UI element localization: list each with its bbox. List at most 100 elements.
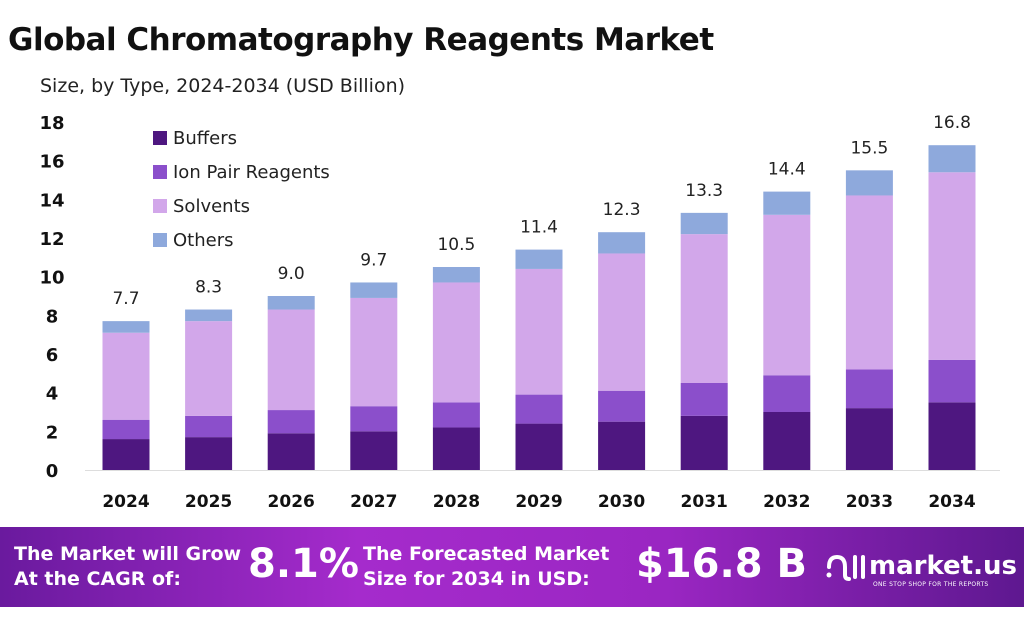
bar-segment-buffers <box>350 431 398 470</box>
bar-segment-solvents <box>350 297 398 407</box>
bar-segment-ion-pair-reagents <box>350 406 398 432</box>
x-tick-label: 2027 <box>350 492 397 512</box>
x-tick-label: 2033 <box>846 492 893 512</box>
bar-segment-ion-pair-reagents <box>267 410 315 434</box>
bar-segment-buffers <box>267 433 315 470</box>
bar-segment-others <box>267 296 315 310</box>
bar-segment-buffers <box>680 415 728 470</box>
bar-segment-ion-pair-reagents <box>185 415 233 438</box>
bar-segment-others <box>432 267 480 283</box>
bar-segment-solvents <box>267 309 315 411</box>
forecast-label-line2: Size for 2034 in USD: <box>363 568 590 590</box>
bar-segment-solvents <box>185 321 233 416</box>
bar-segment-buffers <box>515 423 563 470</box>
y-tick-label: 18 <box>39 113 64 134</box>
legend-swatch <box>153 233 167 247</box>
legend-swatch <box>153 199 167 213</box>
bar-total-label: 13.3 <box>685 181 723 201</box>
y-tick-label: 8 <box>46 306 59 327</box>
bar-segment-buffers <box>102 439 150 470</box>
bar-segment-buffers <box>763 412 811 470</box>
bar-segment-ion-pair-reagents <box>680 383 728 416</box>
bar-segment-solvents <box>845 195 893 370</box>
bar-segment-solvents <box>763 214 811 376</box>
x-tick-label: 2029 <box>515 492 562 512</box>
y-tick-label: 0 <box>46 461 59 482</box>
y-tick-label: 10 <box>39 268 64 289</box>
bar-total-label: 12.3 <box>603 200 641 220</box>
forecast-value: $16.8 B <box>636 541 807 587</box>
bar-segment-ion-pair-reagents <box>432 402 480 428</box>
legend-label: Solvents <box>173 196 250 217</box>
bar-segment-others <box>515 249 563 269</box>
bar-total-label: 15.5 <box>850 138 888 158</box>
bar-total-label: 7.7 <box>112 289 139 309</box>
bar-segment-buffers <box>185 437 233 470</box>
bar-segment-ion-pair-reagents <box>598 390 646 422</box>
bar-segment-ion-pair-reagents <box>763 375 811 412</box>
bar-total-label: 14.4 <box>768 160 806 180</box>
bar-segment-ion-pair-reagents <box>928 359 976 403</box>
bar-total-label: 16.8 <box>933 113 971 133</box>
x-tick-label: 2025 <box>185 492 232 512</box>
y-tick-label: 14 <box>39 190 64 211</box>
bar-segment-others <box>928 145 976 173</box>
logo-mark-icon <box>826 554 865 581</box>
bar-segment-others <box>598 232 646 254</box>
bar-segment-solvents <box>598 253 646 391</box>
bar-segment-others <box>845 170 893 196</box>
y-tick-label: 6 <box>46 345 59 366</box>
legend-label: Ion Pair Reagents <box>173 162 330 183</box>
y-tick-label: 2 <box>46 422 59 443</box>
x-tick-label: 2034 <box>928 492 975 512</box>
cagr-label-line2: At the CAGR of: <box>14 568 181 590</box>
legend-label: Buffers <box>173 128 237 149</box>
x-tick-label: 2026 <box>268 492 315 512</box>
x-tick-label: 2028 <box>433 492 480 512</box>
y-tick-label: 4 <box>46 384 59 405</box>
stacked-bar-chart: 0 2 4 6 8 10 12 14 16 18 7.7 2024 8.3 2025 9.0 2026 9.7 2… <box>39 113 1000 512</box>
chart-title: Global Chromatography Reagents Market <box>8 22 714 58</box>
cagr-label: The Market will Grow At the CAGR of: <box>14 542 241 592</box>
cagr-value: 8.1% <box>248 541 359 587</box>
bar-total-label: 9.0 <box>278 264 305 284</box>
bar-segment-buffers <box>598 421 646 470</box>
chart-subtitle: Size, by Type, 2024-2034 (USD Billion) <box>40 75 406 97</box>
bar-segment-others <box>680 212 728 235</box>
bar-segment-buffers <box>432 427 480 470</box>
bar-segment-ion-pair-reagents <box>102 419 150 440</box>
bar-segment-solvents <box>102 332 150 420</box>
legend-swatch <box>153 165 167 179</box>
bar-segment-others <box>763 191 811 215</box>
bar-segment-others <box>102 321 150 333</box>
bar-segment-solvents <box>432 282 480 403</box>
bar-segment-buffers <box>845 408 893 470</box>
legend-label: Others <box>173 230 234 251</box>
bar-total-label: 8.3 <box>195 278 222 298</box>
market-us-logo: market.us ONE STOP SHOP FOR THE REPORTS <box>825 549 1017 588</box>
x-tick-label: 2032 <box>763 492 810 512</box>
cagr-label-line1: The Market will Grow <box>14 543 242 565</box>
bar-segment-ion-pair-reagents <box>845 369 893 409</box>
x-tick-label: 2024 <box>102 492 149 512</box>
bar-segment-others <box>185 309 233 322</box>
bar-segment-solvents <box>515 268 563 395</box>
bar-segment-buffers <box>928 402 976 470</box>
bar-segment-others <box>350 282 398 298</box>
bar-segment-solvents <box>680 234 728 383</box>
bar-total-label: 9.7 <box>360 250 387 270</box>
logo-tagline: ONE STOP SHOP FOR THE REPORTS <box>873 581 989 588</box>
bar-segment-solvents <box>928 172 976 360</box>
forecast-label: The Forecasted Market Size for 2034 in U… <box>363 542 609 592</box>
y-tick-label: 16 <box>39 152 64 173</box>
bar-total-label: 11.4 <box>520 218 558 238</box>
bar-segment-ion-pair-reagents <box>515 394 563 424</box>
x-tick-label: 2031 <box>681 492 728 512</box>
legend-swatch <box>153 131 167 145</box>
bar-total-label: 10.5 <box>437 235 475 255</box>
x-tick-label: 2030 <box>598 492 645 512</box>
forecast-label-line1: The Forecasted Market <box>363 543 610 565</box>
summary-banner: The Market will Grow At the CAGR of: 8.1… <box>0 527 1024 607</box>
logo-text: market.us <box>869 551 1017 581</box>
y-tick-label: 12 <box>39 229 64 250</box>
